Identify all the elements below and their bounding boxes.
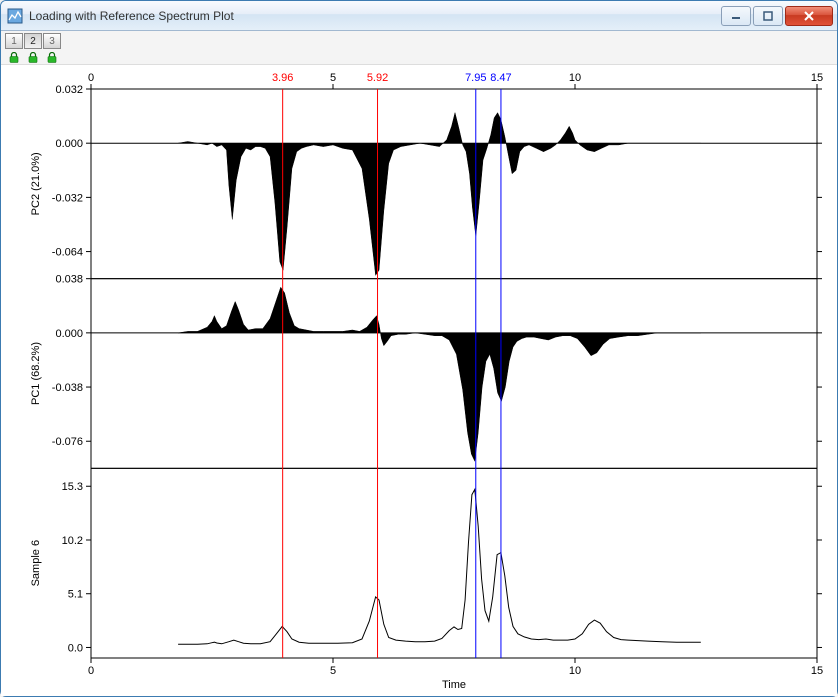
lock-row [5, 50, 833, 64]
svg-text:0: 0 [88, 72, 94, 84]
svg-text:-0.038: -0.038 [52, 382, 83, 394]
panel-select-2[interactable]: 2 [24, 33, 42, 49]
svg-text:8.47: 8.47 [490, 72, 511, 84]
minimize-button[interactable] [721, 6, 751, 26]
svg-text:0.000: 0.000 [55, 328, 83, 340]
lock-button-1[interactable] [5, 50, 23, 64]
toolbar: 123 [1, 31, 837, 65]
svg-text:0.000: 0.000 [55, 138, 83, 150]
app-icon [7, 8, 23, 24]
svg-text:10: 10 [569, 72, 581, 84]
maximize-button[interactable] [753, 6, 783, 26]
svg-text:10: 10 [569, 665, 581, 677]
lock-button-2[interactable] [24, 50, 42, 64]
svg-text:5.92: 5.92 [367, 72, 388, 84]
svg-text:15: 15 [811, 665, 823, 677]
svg-text:5: 5 [330, 72, 336, 84]
svg-text:0.0: 0.0 [68, 642, 83, 654]
svg-text:-0.032: -0.032 [52, 192, 83, 204]
svg-text:7.95: 7.95 [465, 72, 486, 84]
panel-selector-row: 123 [5, 33, 833, 49]
svg-text:PC2 (21.0%): PC2 (21.0%) [30, 152, 42, 215]
plot-svg: -0.064-0.0320.0000.032PC2 (21.0%)-0.076-… [1, 65, 837, 696]
svg-text:0.032: 0.032 [55, 84, 83, 96]
svg-text:-0.076: -0.076 [52, 436, 83, 448]
svg-text:15: 15 [811, 72, 823, 84]
window-controls [721, 6, 833, 26]
window-title: Loading with Reference Spectrum Plot [29, 9, 721, 23]
panel-select-3[interactable]: 3 [43, 33, 61, 49]
panel-select-1[interactable]: 1 [5, 33, 23, 49]
titlebar[interactable]: Loading with Reference Spectrum Plot [1, 1, 837, 31]
app-window: Loading with Reference Spectrum Plot 123 [0, 0, 838, 697]
svg-text:Time: Time [442, 679, 466, 691]
svg-text:10.2: 10.2 [62, 535, 83, 547]
svg-text:PC1 (68.2%): PC1 (68.2%) [30, 342, 42, 405]
svg-text:5.1: 5.1 [68, 589, 83, 601]
svg-text:Sample 6: Sample 6 [30, 540, 42, 586]
svg-text:-0.064: -0.064 [52, 247, 83, 259]
svg-text:0: 0 [88, 665, 94, 677]
svg-text:15.3: 15.3 [62, 481, 83, 493]
plot-area[interactable]: -0.064-0.0320.0000.032PC2 (21.0%)-0.076-… [1, 65, 837, 696]
svg-text:3.96: 3.96 [272, 72, 293, 84]
close-button[interactable] [785, 6, 833, 26]
lock-button-3[interactable] [43, 50, 61, 64]
svg-text:5: 5 [330, 665, 336, 677]
svg-text:0.038: 0.038 [55, 274, 83, 286]
